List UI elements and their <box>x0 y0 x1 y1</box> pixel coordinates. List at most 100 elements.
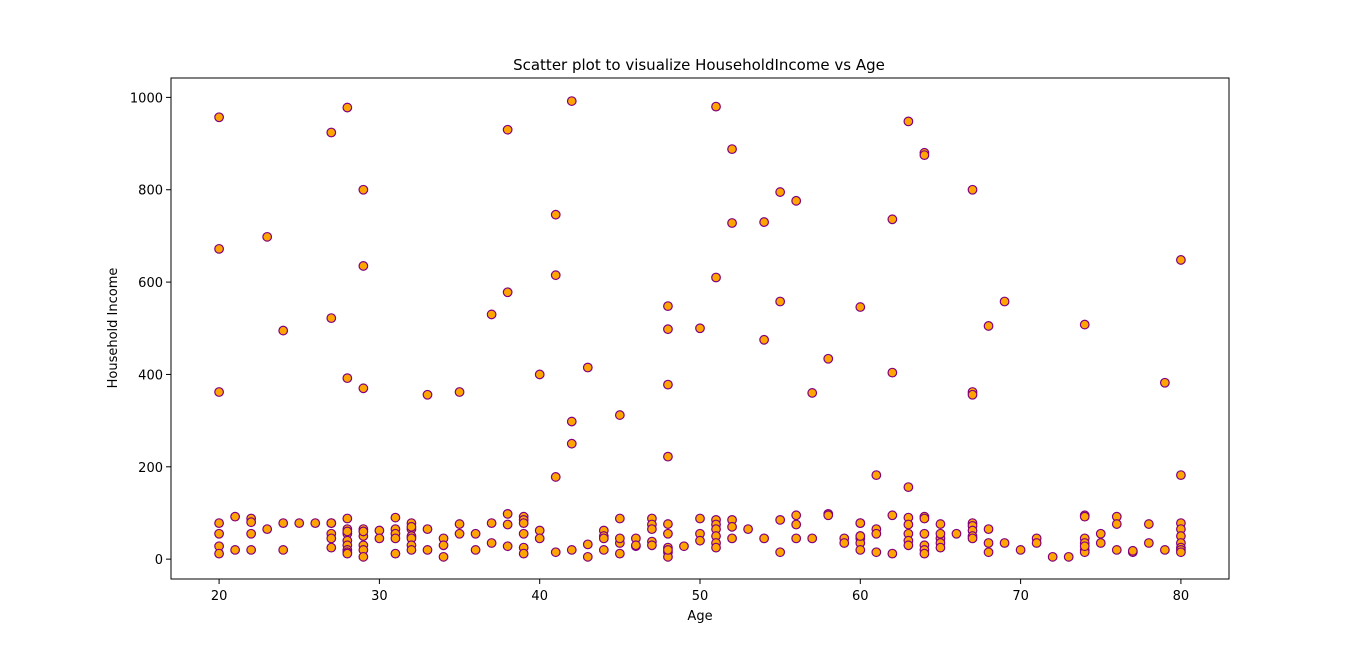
data-point <box>359 384 368 393</box>
data-point <box>1112 546 1121 555</box>
data-point <box>231 546 240 555</box>
data-point <box>375 534 384 543</box>
data-point <box>968 534 977 543</box>
data-point <box>1032 539 1041 548</box>
data-point <box>519 519 528 528</box>
data-point <box>760 534 769 543</box>
y-tick-label: 200 <box>138 461 163 476</box>
data-point <box>487 519 496 528</box>
data-point <box>423 390 432 399</box>
y-tick-label: 800 <box>138 184 163 199</box>
x-tick-label: 30 <box>371 589 388 604</box>
data-point <box>616 411 625 420</box>
data-point <box>583 540 592 549</box>
data-point <box>567 417 576 426</box>
data-point <box>359 527 368 536</box>
data-point <box>391 534 400 543</box>
data-point <box>487 310 496 319</box>
data-point <box>231 512 240 521</box>
y-tick-label: 400 <box>138 368 163 383</box>
data-point <box>1080 542 1089 551</box>
data-point <box>696 536 705 545</box>
data-point <box>632 541 641 550</box>
data-point <box>1145 520 1154 529</box>
data-point <box>760 218 769 227</box>
data-point <box>391 513 400 522</box>
data-point <box>215 388 224 397</box>
data-point <box>616 514 625 523</box>
data-point <box>1161 546 1170 555</box>
data-point <box>616 534 625 543</box>
x-tick-label: 50 <box>692 589 709 604</box>
data-point <box>471 546 480 555</box>
data-point <box>728 523 737 532</box>
data-point <box>471 529 480 538</box>
x-tick-label: 40 <box>531 589 548 604</box>
data-point <box>247 546 256 555</box>
data-point <box>920 549 929 558</box>
data-point <box>1000 539 1009 548</box>
data-point <box>215 519 224 528</box>
data-point <box>1096 529 1105 538</box>
data-point <box>343 549 352 558</box>
data-point <box>247 529 256 538</box>
data-point <box>664 546 673 555</box>
data-point <box>888 215 897 224</box>
data-point <box>1177 548 1186 557</box>
data-point <box>263 525 272 534</box>
data-point <box>1080 512 1089 521</box>
data-point <box>215 245 224 254</box>
data-point <box>904 541 913 550</box>
data-point <box>1096 539 1105 548</box>
data-point <box>1080 320 1089 329</box>
data-point <box>551 548 560 557</box>
data-point <box>760 336 769 345</box>
data-point <box>359 553 368 562</box>
data-point <box>616 549 625 558</box>
data-point <box>263 233 272 242</box>
data-point <box>920 529 929 538</box>
data-point <box>936 543 945 552</box>
data-point <box>904 483 913 492</box>
data-point <box>1112 520 1121 529</box>
data-point <box>984 525 993 534</box>
x-axis-label: Age <box>687 609 712 624</box>
data-point <box>391 549 400 558</box>
data-point <box>888 511 897 520</box>
data-point <box>648 541 657 550</box>
x-tick-label: 70 <box>1012 589 1029 604</box>
data-point <box>343 374 352 383</box>
data-point <box>279 519 288 528</box>
data-point <box>343 514 352 523</box>
data-point <box>327 543 336 552</box>
data-point <box>664 325 673 334</box>
data-point <box>1000 297 1009 306</box>
chart-title: Scatter plot to visualize HouseholdIncom… <box>513 56 885 74</box>
data-point <box>503 542 512 551</box>
data-point <box>439 553 448 562</box>
data-point <box>503 510 512 519</box>
data-point <box>824 354 833 363</box>
data-point <box>295 519 304 528</box>
data-point <box>712 273 721 282</box>
x-tick-label: 20 <box>211 589 228 604</box>
data-point <box>279 326 288 335</box>
data-point <box>551 271 560 280</box>
data-point <box>600 546 609 555</box>
data-point <box>792 511 801 520</box>
data-point <box>664 520 673 529</box>
data-point <box>776 548 785 557</box>
data-point <box>455 520 464 529</box>
x-tick-label: 60 <box>852 589 869 604</box>
data-point <box>535 534 544 543</box>
data-point <box>792 534 801 543</box>
data-point <box>696 324 705 333</box>
data-point <box>856 519 865 528</box>
data-point <box>567 97 576 106</box>
data-point <box>1145 539 1154 548</box>
data-point <box>776 297 785 306</box>
data-point <box>359 185 368 194</box>
data-point <box>1129 547 1138 556</box>
data-point <box>1016 546 1025 555</box>
